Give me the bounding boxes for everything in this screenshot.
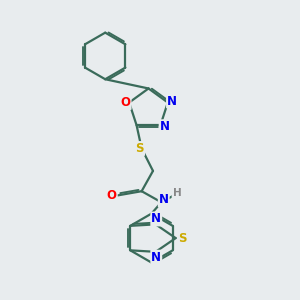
Text: O: O (107, 189, 117, 202)
Text: H: H (172, 188, 181, 198)
Text: N: N (151, 212, 161, 226)
Text: N: N (151, 251, 161, 264)
Text: N: N (159, 194, 169, 206)
Text: O: O (121, 96, 130, 109)
Text: S: S (136, 142, 144, 155)
Text: N: N (160, 120, 170, 133)
Text: N: N (167, 94, 177, 107)
Text: S: S (178, 232, 187, 244)
